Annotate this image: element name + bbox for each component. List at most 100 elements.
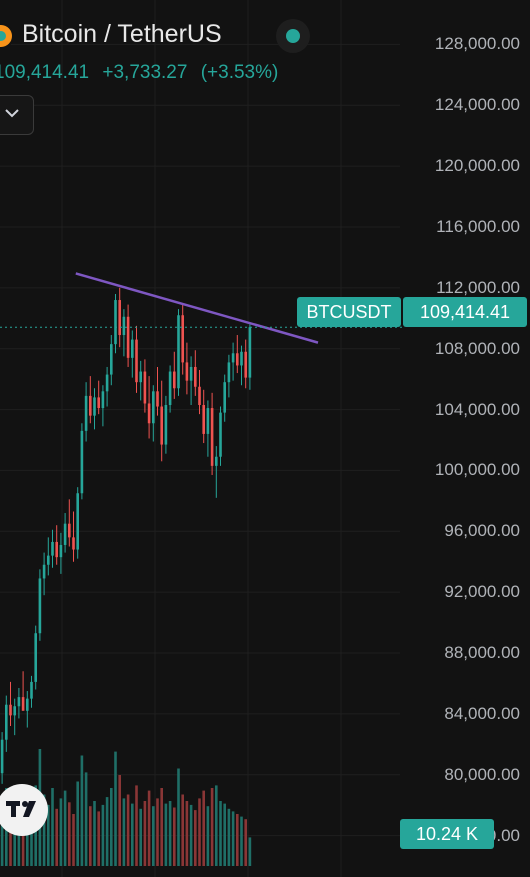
candle-body	[105, 374, 109, 392]
volume-bar	[244, 819, 248, 866]
price-axis-label: 96,000.00	[444, 521, 520, 541]
symbol-title: Bitcoin / TetherUS	[22, 20, 222, 48]
last-price: 109,414.41	[0, 62, 90, 83]
tradingview-logo-icon[interactable]	[0, 784, 48, 836]
volume-bar	[17, 812, 21, 866]
candle-body	[202, 405, 206, 434]
candle-body	[244, 351, 248, 378]
collapse-button[interactable]	[0, 95, 34, 135]
volume-bar	[93, 801, 96, 866]
price-change-line: 109,414.41 +3,733.27 (+3.53%)	[0, 62, 286, 84]
bitcoin-icon	[0, 25, 12, 47]
price-axis-label: 84,000.00	[444, 703, 520, 723]
volume-bar	[240, 816, 243, 866]
price-axis-label: 92,000.00	[444, 582, 520, 602]
candle-body	[97, 397, 101, 409]
candle-body	[38, 578, 42, 634]
candle-body	[118, 300, 122, 336]
volume-bar	[206, 806, 210, 866]
volume-bar	[198, 798, 201, 866]
volume-bar	[59, 798, 63, 866]
candle-body	[67, 523, 71, 538]
volume-bar	[189, 804, 193, 866]
candle-body	[93, 397, 96, 416]
candle-body	[168, 371, 172, 406]
candle-body	[46, 555, 50, 565]
price-axis-label: 80,000.00	[444, 764, 520, 784]
candle-body	[177, 315, 180, 389]
volume-bar	[160, 788, 164, 866]
price-change: +3,733.27	[102, 62, 188, 83]
volume-bar	[202, 790, 206, 866]
candle-body	[34, 633, 38, 682]
candle-body	[55, 541, 59, 558]
candle-body	[76, 493, 80, 550]
candle-body	[101, 391, 105, 409]
volume-bar	[231, 811, 235, 866]
volume-bar	[126, 794, 130, 866]
volume-bar	[114, 751, 117, 866]
symbol-header[interactable]: Bitcoin / TetherUS	[0, 16, 320, 56]
volume-bar	[67, 802, 71, 866]
price-axis-label: 124,000.00	[434, 95, 520, 115]
volume-bar	[72, 814, 75, 866]
volume-bar	[181, 794, 185, 866]
price-axis-label: 116,000.00	[436, 217, 520, 236]
volume-bar	[135, 785, 138, 866]
candle-body	[17, 697, 21, 707]
volume-bar	[25, 820, 29, 866]
candle-body	[139, 371, 143, 383]
candle-body	[198, 386, 201, 406]
volume-bar	[223, 803, 227, 866]
trendline	[75, 272, 319, 344]
volume-bar	[80, 755, 84, 866]
volume-bar	[151, 806, 155, 866]
volume-bar	[164, 803, 168, 866]
price-axis-label: 108,000.00	[434, 338, 520, 358]
candle-body	[219, 412, 222, 457]
candle-body	[185, 362, 189, 381]
candle-body	[206, 408, 210, 434]
candle-body	[72, 537, 75, 550]
candle-body	[248, 327, 252, 378]
volume-bar	[193, 810, 197, 866]
volume-bar	[156, 798, 159, 866]
ticker-badge: BTCUSDT	[297, 297, 401, 327]
volume-bar	[88, 806, 92, 866]
chart-grid	[0, 0, 400, 877]
candle-body	[143, 371, 147, 404]
volume-bar	[55, 808, 59, 866]
candle-body	[147, 403, 151, 424]
volume-bar	[185, 801, 189, 866]
volume-badge: 10.24 K	[400, 819, 494, 849]
candlesticks	[0, 287, 252, 784]
price-change-percent: (+3.53%)	[200, 62, 279, 83]
volume-bar	[42, 794, 46, 866]
candle-body	[13, 706, 17, 716]
candle-body	[63, 523, 67, 545]
candle-body	[240, 351, 243, 366]
candle-body	[21, 697, 25, 711]
volume-bar	[143, 801, 147, 866]
candle-body	[223, 382, 227, 413]
volume-bar	[168, 801, 172, 866]
candle-body	[114, 300, 117, 345]
price-axis-label: 100,000.00	[434, 460, 520, 480]
volume-bar	[101, 804, 105, 866]
volume-bar	[63, 790, 67, 866]
price-axis-label: 88,000.00	[444, 643, 520, 662]
candle-body	[59, 544, 63, 558]
volume-bar	[122, 798, 126, 866]
candle-body	[109, 344, 113, 375]
price-axis-label: 104,000.00	[434, 399, 520, 419]
price-axis-label: 128,000.00	[434, 34, 520, 54]
volume-bar	[9, 816, 12, 866]
chevron-down-icon	[5, 109, 19, 118]
candle-body	[231, 353, 235, 363]
candle-body	[84, 395, 88, 431]
status-dot-icon[interactable]	[276, 19, 310, 53]
volume-bar	[0, 807, 4, 866]
volume-bar	[219, 801, 222, 866]
volume-bar	[105, 797, 109, 866]
